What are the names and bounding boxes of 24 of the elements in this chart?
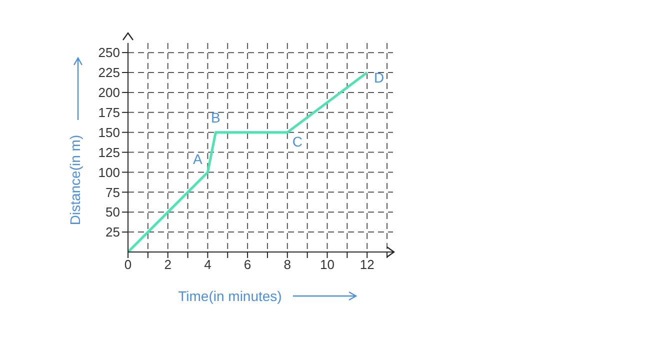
line-series	[128, 71, 368, 252]
y-axis-title: Distance(in m)	[67, 134, 83, 226]
x-tick-label: 10	[320, 257, 334, 272]
y-tick-label: 50	[106, 204, 120, 220]
y-tick-label: 75	[106, 184, 120, 200]
y-tick-label: 150	[98, 124, 120, 140]
y-tick-label: 225	[98, 65, 120, 80]
y-tick-label: 25	[106, 224, 120, 240]
x-axis-title: Time(in minutes)	[178, 288, 282, 304]
annotation: B	[210, 109, 220, 126]
annotation: C	[292, 133, 302, 150]
x-tick-label: 12	[360, 257, 374, 272]
x-tick-label: 0	[124, 257, 132, 272]
y-tick-label: 125	[98, 144, 120, 160]
x-tick-label: 8	[284, 257, 292, 272]
y-tick-label: 100	[98, 164, 120, 180]
y-tick-label: 200	[98, 85, 120, 100]
y-tick-label: 250	[98, 45, 120, 60]
x-tick-label: 6	[244, 257, 252, 272]
annotation: A	[193, 151, 204, 168]
x-tick-label: 4	[204, 257, 212, 272]
y-tick-label: 175	[98, 105, 120, 120]
annotation: D	[374, 70, 384, 86]
x-tick-label: 2	[164, 257, 172, 272]
